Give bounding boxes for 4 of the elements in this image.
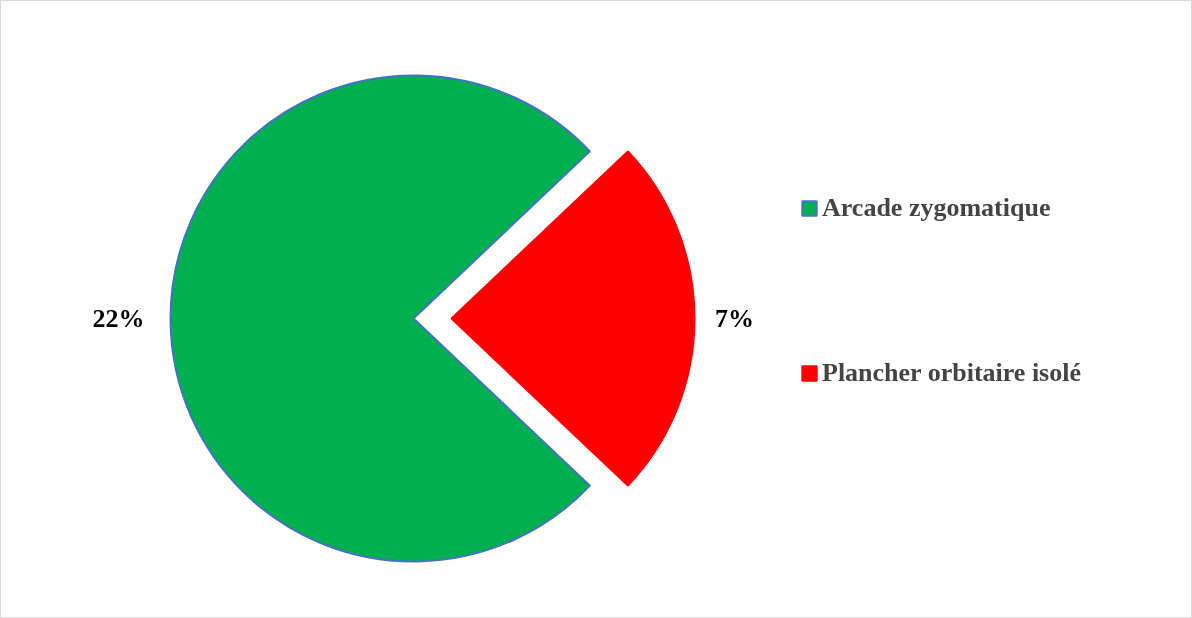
data-label: 7%: [715, 304, 754, 333]
legend-label: Plancher orbitaire isolé: [822, 358, 1081, 388]
data-label: 22%: [92, 304, 145, 333]
legend-label: Arcade zygomatique: [822, 193, 1051, 223]
